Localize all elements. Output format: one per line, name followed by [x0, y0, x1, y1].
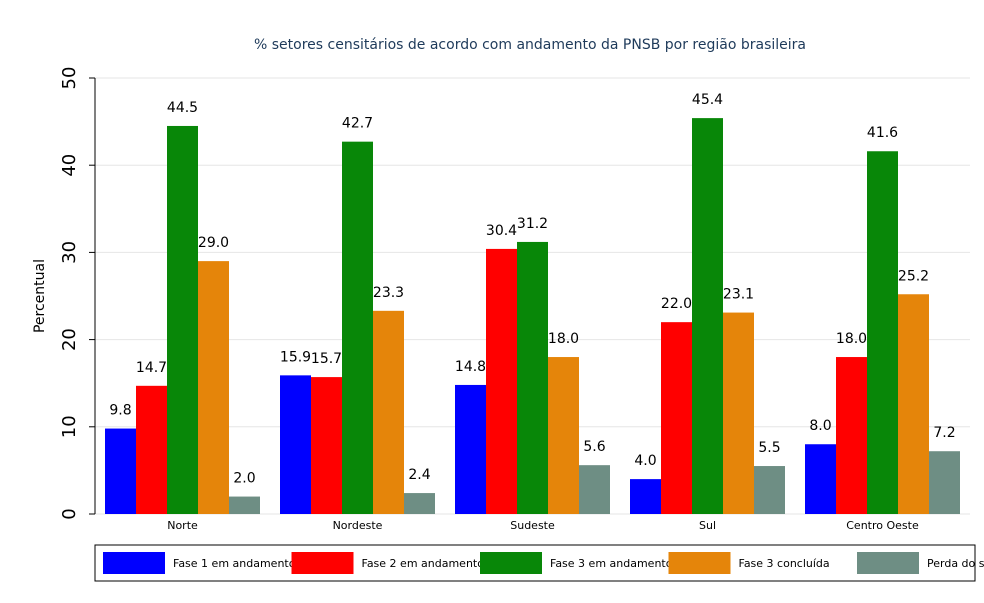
legend-label: Fase 2 em andamento: [362, 557, 485, 570]
bar: [311, 377, 342, 514]
legend-swatch: [480, 552, 542, 574]
y-axis-label: Percentual: [32, 259, 48, 333]
bar: [342, 141, 373, 514]
value-label: 29.0: [198, 235, 229, 251]
value-label: 15.9: [280, 349, 311, 365]
x-tick-label: Sul: [699, 519, 716, 532]
value-label: 42.7: [342, 116, 373, 132]
bar: [754, 466, 785, 514]
y-tick-label: 50: [59, 67, 80, 90]
bar: [898, 294, 929, 514]
legend-label: Fase 3 concluída: [739, 557, 830, 570]
value-label: 22.0: [661, 296, 692, 312]
value-label: 9.8: [109, 403, 131, 419]
value-label: 5.5: [758, 440, 780, 456]
chart-title: % setores censitários de acordo com anda…: [254, 37, 806, 53]
bar: [661, 322, 692, 514]
bar: [167, 125, 198, 515]
legend-swatch: [668, 552, 731, 574]
bar: [280, 375, 311, 514]
value-label: 4.0: [634, 453, 656, 469]
bar: [105, 428, 136, 514]
x-tick-label: Nordeste: [333, 519, 383, 532]
legend-label: Fase 3 em andamento: [550, 557, 673, 570]
bar: [404, 493, 435, 514]
value-label: 2.4: [408, 467, 430, 483]
bar: [517, 241, 548, 514]
bar: [198, 261, 229, 514]
value-label: 41.6: [867, 125, 898, 141]
value-label: 7.2: [933, 425, 955, 441]
bar: [867, 151, 898, 515]
y-tick-label: 10: [59, 415, 80, 438]
legend-label: Fase 1 em andamento: [173, 557, 296, 570]
value-label: 2.0: [233, 471, 255, 487]
value-label: 44.5: [167, 100, 198, 116]
value-label: 23.3: [373, 285, 404, 301]
value-label: 45.4: [692, 92, 723, 108]
legend-swatch: [291, 552, 354, 574]
legend-swatch: [857, 552, 919, 574]
value-label: 30.4: [486, 223, 517, 239]
bar: [548, 357, 579, 514]
bar: [630, 479, 661, 514]
value-label: 14.7: [136, 360, 167, 376]
x-tick-label: Sudeste: [510, 519, 555, 532]
bar: [136, 385, 167, 514]
bar: [373, 310, 404, 514]
bar: [836, 357, 867, 514]
bar: [805, 444, 836, 514]
value-label: 5.6: [583, 439, 605, 455]
value-label: 18.0: [836, 331, 867, 347]
legend-swatch: [103, 552, 165, 574]
bar: [486, 248, 517, 515]
x-tick-label: Norte: [167, 519, 198, 532]
y-tick-label: 30: [59, 241, 80, 264]
legend-box: [94, 544, 976, 582]
x-tick-label: Centro Oeste: [846, 519, 919, 532]
value-label: 23.1: [723, 287, 754, 303]
bar: [455, 384, 486, 514]
value-label: 31.2: [517, 216, 548, 232]
value-label: 25.2: [898, 268, 929, 284]
bar: [723, 312, 754, 514]
value-label: 14.8: [455, 359, 486, 375]
bar: [229, 496, 260, 514]
y-tick-label: 20: [59, 328, 80, 351]
value-label: 18.0: [548, 331, 579, 347]
y-tick-label: 0: [59, 508, 80, 519]
bar: [929, 451, 960, 514]
value-label: 8.0: [809, 418, 831, 434]
bar: [579, 465, 610, 514]
value-label: 15.7: [311, 351, 342, 367]
legend-label: Perda do setor: [927, 557, 984, 570]
y-tick-label: 40: [59, 154, 80, 177]
bar: [692, 118, 723, 514]
